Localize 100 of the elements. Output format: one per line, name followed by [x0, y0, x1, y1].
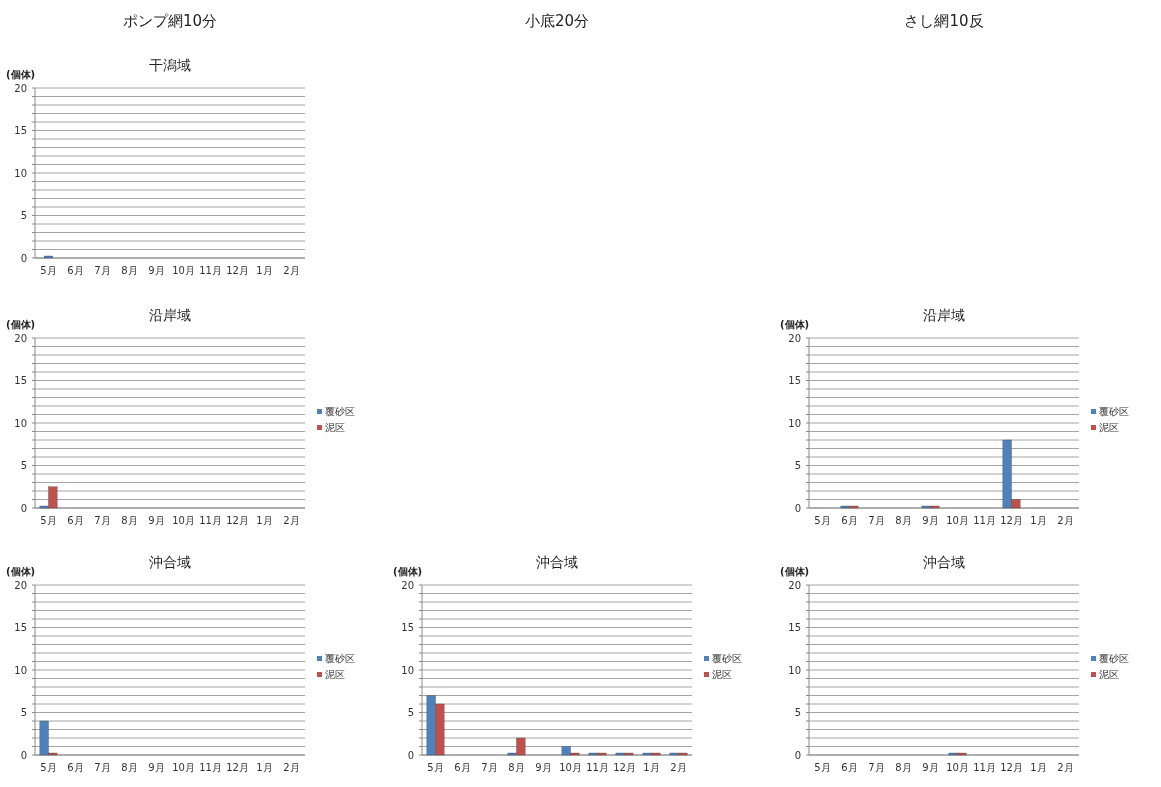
x-tick-label: 11月 [973, 762, 996, 773]
y-tick-label: 0 [407, 749, 414, 761]
x-tick-label: 1月 [256, 515, 273, 526]
chart-title: 沖合域 [923, 554, 965, 570]
x-tick-label: 5月 [40, 265, 57, 276]
x-tick-label: 6月 [67, 265, 84, 276]
x-tick-label: 10月 [946, 762, 969, 773]
x-tick-label: 1月 [256, 762, 273, 773]
chart-title: 沿岸域 [923, 307, 965, 323]
x-tick-label: 2月 [283, 265, 300, 276]
x-tick-label: 5月 [40, 515, 57, 526]
y-axis-title: (個体) [780, 319, 810, 330]
x-tick-label: 5月 [427, 762, 444, 773]
y-tick-label: 5 [20, 707, 27, 718]
x-tick-label: 11月 [199, 265, 222, 276]
legend-label: 覆砂区 [325, 653, 355, 664]
x-tick-label: 2月 [283, 515, 300, 526]
y-axis-title: (個体) [6, 566, 36, 577]
y-tick-label: 0 [20, 749, 27, 761]
x-tick-label: 1月 [1030, 515, 1047, 526]
x-tick-label: 1月 [643, 762, 660, 773]
text: さし網10反 [904, 12, 984, 30]
x-tick-label: 10月 [172, 762, 195, 773]
x-tick-label: 12月 [613, 762, 636, 773]
x-tick-label: 12月 [226, 762, 249, 773]
x-tick-label: 7月 [94, 762, 111, 773]
chart-title: 沖合域 [149, 554, 191, 570]
x-tick-label: 11月 [973, 515, 996, 526]
x-tick-label: 8月 [121, 762, 138, 773]
y-tick-label: 10 [14, 167, 27, 179]
legend-label: 覆砂区 [712, 653, 742, 664]
x-tick-label: 6月 [841, 762, 858, 773]
y-tick-label: 15 [14, 125, 27, 136]
y-tick-label: 15 [401, 622, 414, 633]
x-tick-label: 8月 [895, 762, 912, 773]
x-tick-label: 10月 [172, 265, 195, 276]
y-tick-label: 10 [788, 417, 801, 429]
y-axis-title: (個体) [393, 566, 423, 577]
x-tick-label: 6月 [67, 762, 84, 773]
x-tick-label: 8月 [121, 515, 138, 526]
x-tick-label: 10月 [559, 762, 582, 773]
y-tick-label: 0 [20, 252, 27, 264]
x-tick-label: 12月 [226, 515, 249, 526]
x-tick-label: 11月 [586, 762, 609, 773]
chart-title: 沿岸域 [149, 307, 191, 323]
y-tick-label: 0 [20, 502, 27, 514]
legend-label: 泥区 [1099, 669, 1119, 680]
chart-title: 沖合域 [536, 554, 578, 570]
legend-label: 覆砂区 [1099, 406, 1129, 417]
y-tick-label: 20 [14, 332, 27, 344]
x-tick-label: 1月 [256, 265, 273, 276]
x-tick-label: 7月 [94, 265, 111, 276]
y-tick-label: 5 [794, 460, 801, 471]
y-tick-label: 20 [14, 82, 27, 94]
x-tick-label: 7月 [868, 515, 885, 526]
x-tick-label: 2月 [670, 762, 687, 773]
y-tick-label: 20 [788, 579, 801, 591]
y-axis-title: (個体) [780, 566, 810, 577]
x-tick-label: 12月 [1000, 762, 1023, 773]
x-tick-label: 10月 [946, 515, 969, 526]
x-tick-label: 1月 [1030, 762, 1047, 773]
x-tick-label: 6月 [454, 762, 471, 773]
text: ポンプ網10分 [122, 12, 218, 30]
x-tick-label: 5月 [814, 515, 831, 526]
x-tick-label: 6月 [841, 515, 858, 526]
x-tick-label: 8月 [508, 762, 525, 773]
x-tick-label: 9月 [148, 515, 165, 526]
x-tick-label: 7月 [94, 515, 111, 526]
x-tick-label: 9月 [535, 762, 552, 773]
legend-label: 覆砂区 [325, 406, 355, 417]
y-tick-label: 15 [788, 375, 801, 386]
x-tick-label: 10月 [172, 515, 195, 526]
y-tick-label: 0 [794, 502, 801, 514]
y-tick-label: 20 [401, 579, 414, 591]
x-tick-label: 7月 [481, 762, 498, 773]
y-tick-label: 10 [788, 664, 801, 676]
x-tick-label: 12月 [1000, 515, 1023, 526]
y-tick-label: 15 [14, 375, 27, 386]
x-tick-label: 11月 [199, 762, 222, 773]
x-tick-label: 5月 [814, 762, 831, 773]
x-tick-label: 9月 [922, 515, 939, 526]
x-tick-label: 2月 [1057, 515, 1074, 526]
x-tick-label: 2月 [1057, 762, 1074, 773]
y-axis-title: (個体) [6, 319, 36, 330]
y-tick-label: 10 [14, 664, 27, 676]
x-tick-label: 9月 [148, 265, 165, 276]
y-tick-label: 0 [794, 749, 801, 761]
x-tick-label: 5月 [40, 762, 57, 773]
x-tick-label: 11月 [199, 515, 222, 526]
chart-title: 干潟域 [149, 57, 191, 73]
y-tick-label: 5 [20, 210, 27, 221]
x-tick-label: 12月 [226, 265, 249, 276]
x-tick-label: 2月 [283, 762, 300, 773]
y-tick-label: 15 [14, 622, 27, 633]
y-tick-label: 5 [20, 460, 27, 471]
y-tick-label: 5 [794, 707, 801, 718]
y-tick-label: 5 [407, 707, 414, 718]
legend-label: 泥区 [712, 669, 732, 680]
legend-label: 泥区 [325, 669, 345, 680]
legend-label: 泥区 [1099, 422, 1119, 433]
